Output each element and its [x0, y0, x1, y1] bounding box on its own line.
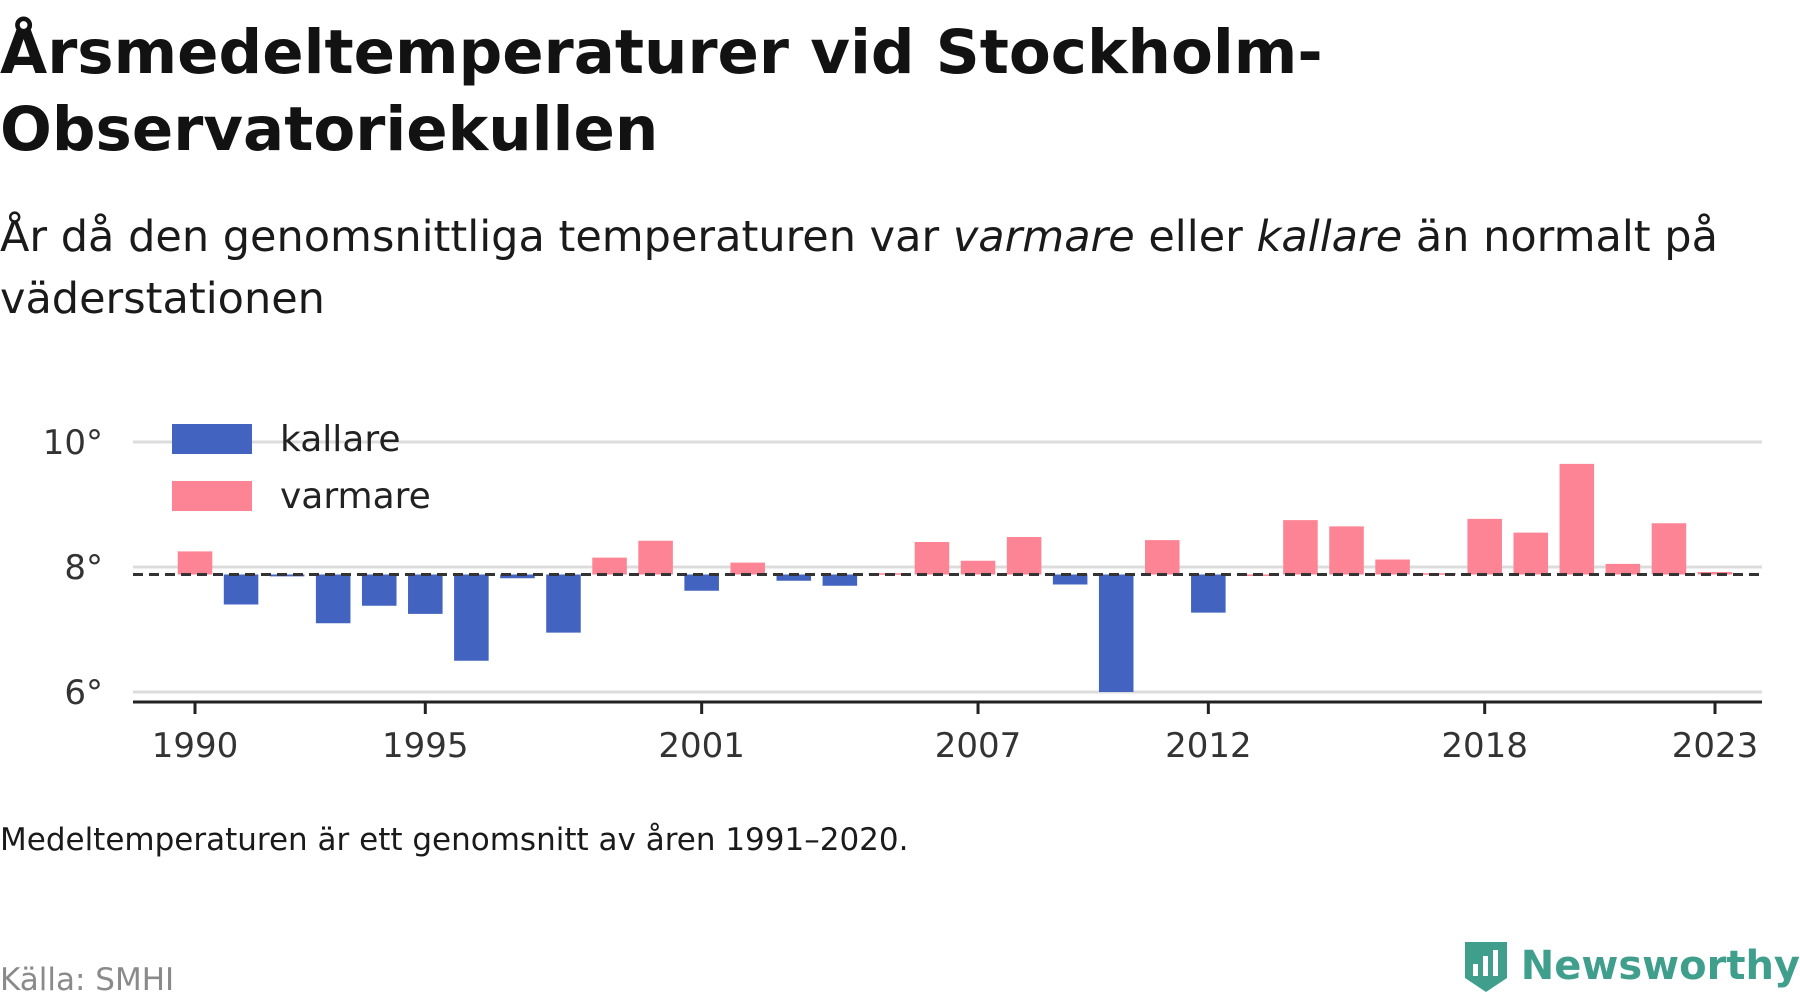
axis-layer: 1990 1995 2001 2007 2012 2018 2023	[133, 700, 1762, 766]
subtitle-warm-word: varmare	[952, 212, 1135, 262]
bar-2015	[1329, 526, 1364, 575]
bar-2001	[684, 574, 719, 591]
y-tick-label: 6°	[64, 673, 103, 713]
bar-2008	[1006, 537, 1042, 575]
bar-1991	[223, 574, 259, 605]
bar-1998	[546, 574, 581, 633]
brand-logo[interactable]: Newsworthy	[1461, 938, 1800, 994]
x-tick-label: 2007	[935, 726, 1022, 766]
bar-2012	[1191, 574, 1226, 613]
subtitle-part3: än normalt på väderstationen	[0, 212, 1718, 324]
temperature-bar-chart: 6° 8° 10° 1990 1995 2001 2007 2012 2018 2023 kal…	[43, 419, 1762, 766]
bar-2011	[1145, 540, 1180, 575]
x-tick-label: 2018	[1441, 726, 1528, 766]
brand-name: Newsworthy	[1520, 943, 1800, 989]
x-tick-label: 1995	[382, 726, 469, 766]
y-tick-label: 10°	[43, 423, 103, 463]
bar-layer	[177, 463, 1733, 692]
legend-swatch-varmare	[172, 481, 252, 511]
legend-label-kallare: kallare	[280, 419, 401, 460]
x-tick-label: 2012	[1165, 726, 1252, 766]
bar-1997	[500, 574, 535, 579]
subtitle-part2: eller	[1134, 212, 1257, 262]
subtitle-part1: År då den genomsnittliga temperaturen va…	[0, 212, 953, 262]
bar-1996	[454, 574, 489, 661]
bar-2023	[1697, 572, 1733, 575]
chart-subtitle: År då den genomsnittliga temperaturen va…	[0, 206, 1780, 330]
chart-note: Medeltemperaturen är ett genomsnitt av å…	[0, 822, 909, 858]
bar-2003	[776, 574, 812, 581]
bar-2009	[1052, 574, 1088, 585]
subtitle-cold-word: kallare	[1256, 212, 1403, 262]
bar-1990	[177, 551, 213, 575]
bar-2010	[1098, 574, 1134, 692]
legend-swatch-kallare	[172, 424, 252, 454]
bar-2007	[960, 560, 996, 575]
bar-2002	[730, 562, 765, 575]
legend-label-varmare: varmare	[280, 476, 431, 517]
x-tick-label: 2023	[1672, 726, 1759, 766]
y-tick-label: 8°	[64, 548, 103, 588]
bar-2020	[1559, 463, 1595, 575]
legend: kallare varmare	[172, 419, 431, 517]
bar-2004	[822, 574, 858, 586]
x-tick-label: 1990	[152, 726, 239, 766]
bar-1999	[592, 557, 627, 575]
bar-2006	[914, 542, 950, 575]
bar-2000	[638, 540, 673, 575]
bar-2019	[1513, 532, 1549, 575]
newsworthy-logo-icon	[1464, 942, 1507, 992]
bar-2021	[1605, 563, 1641, 575]
bar-2016	[1375, 559, 1410, 575]
x-tick-label: 2001	[658, 726, 745, 766]
chart-title: Årsmedeltemperaturer vid Stockholm-Obser…	[0, 17, 1323, 165]
bar-1992	[269, 574, 305, 577]
bar-1993	[315, 574, 351, 624]
bar-1994	[361, 574, 397, 606]
bar-2018	[1467, 518, 1502, 575]
source-label: Källa: SMHI	[0, 962, 175, 998]
bar-1995	[408, 574, 443, 614]
bar-2014	[1283, 520, 1318, 575]
grid-layer: 6° 8° 10°	[43, 423, 1762, 713]
bar-2022	[1651, 523, 1687, 575]
